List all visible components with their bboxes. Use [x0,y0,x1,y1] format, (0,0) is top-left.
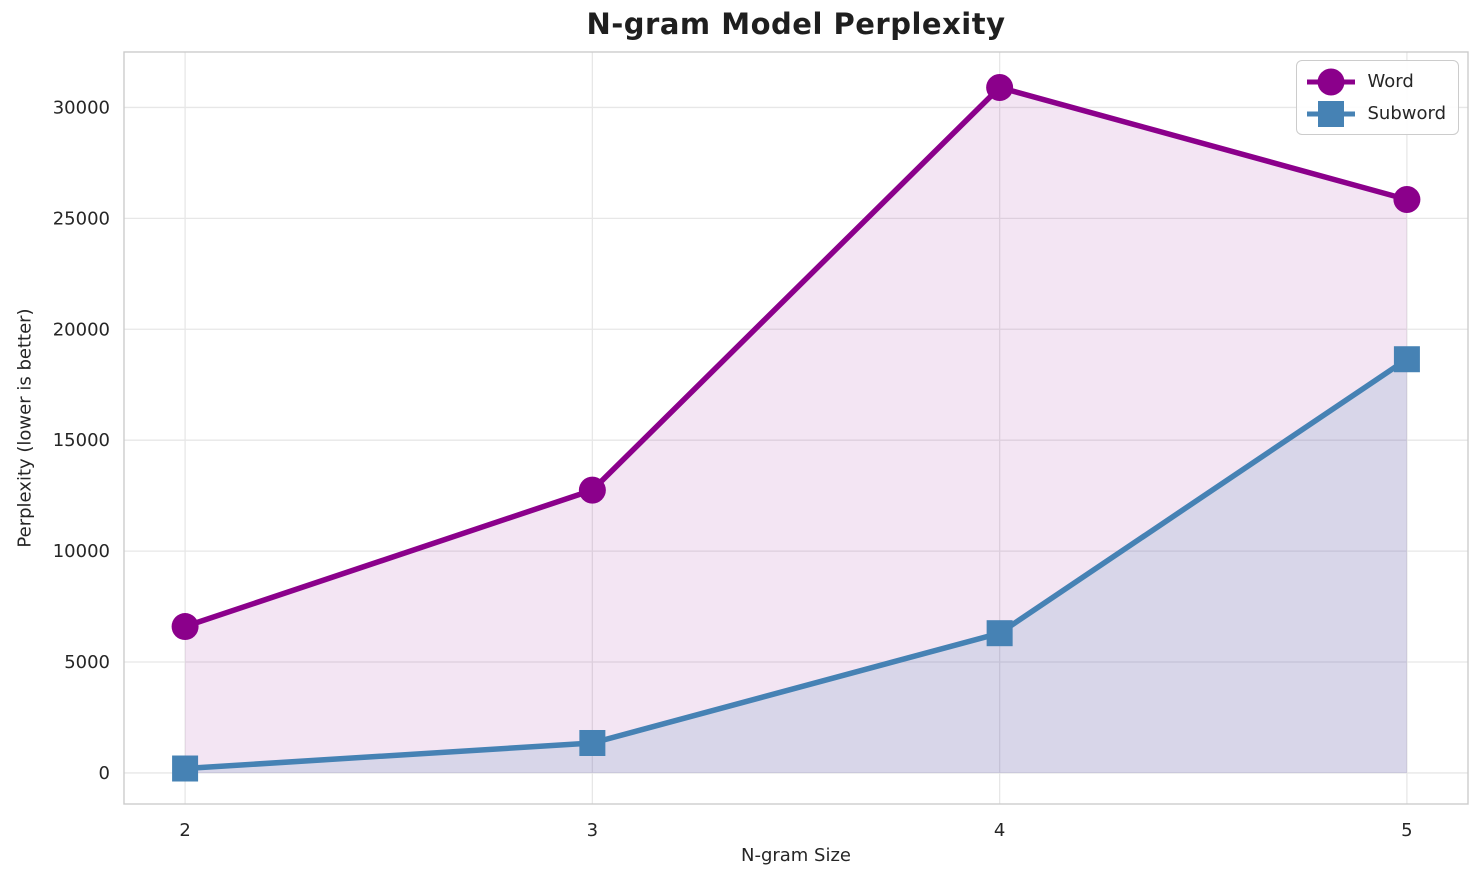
x-tick-label: 3 [587,820,598,841]
subword-area-fill [185,359,1407,773]
x-tick-label: 4 [994,820,1005,841]
x-tick-label: 5 [1401,820,1412,841]
x-tick-label: 2 [179,820,190,841]
y-tick-label: 25000 [53,208,110,229]
legend-item-word: Word [1307,66,1446,97]
y-tick-label: 20000 [53,319,110,340]
y-tick-label: 15000 [53,430,110,451]
legend-label-subword: Subword [1367,103,1446,124]
legend-label-word: Word [1367,71,1414,92]
y-tick-label: 5000 [64,652,110,673]
subword-square-marker-icon [1318,100,1345,127]
legend-item-subword: Subword [1307,98,1446,129]
subword-point [172,755,199,782]
y-tick-label: 0 [99,763,110,784]
chart-title: N-gram Model Perplexity [586,7,1006,41]
subword-point [579,729,606,756]
word-area-fill [185,87,1407,773]
subword-legend-marker-icon [1307,100,1356,128]
subword-point [1393,346,1420,373]
word-line [182,84,1410,630]
x-axis-label: N-gram Size [740,845,852,866]
word-point [986,73,1014,101]
y-tick-label: 30000 [53,97,110,118]
subword-point [986,620,1013,647]
legend: Word Subword [1296,60,1459,135]
y-tick-label: 10000 [53,541,110,562]
subword-line [182,356,1410,772]
plot-border [123,51,1469,805]
word-legend-marker-icon [1307,68,1356,96]
y-axis-label: Perplexity (lower is better) [14,308,36,548]
word-circle-marker-icon [1317,68,1345,95]
word-point [1393,186,1421,214]
word-point [171,613,199,641]
word-point [578,476,606,504]
